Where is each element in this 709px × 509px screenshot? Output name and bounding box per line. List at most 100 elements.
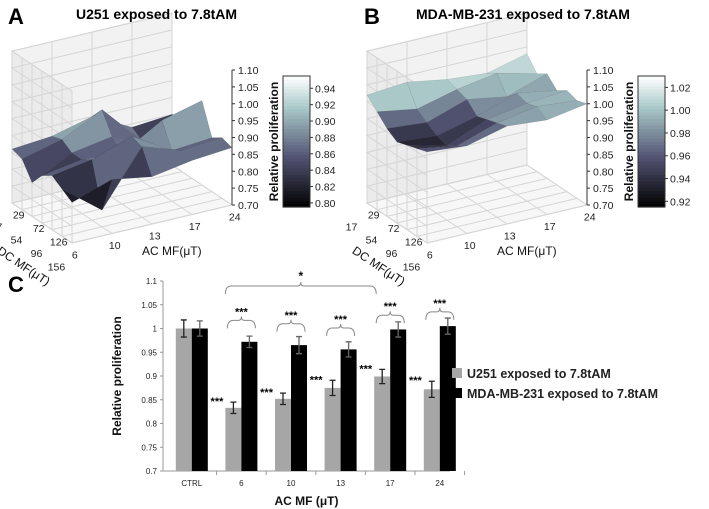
colorbar-segment xyxy=(638,190,665,195)
colorbar-segment xyxy=(638,115,665,120)
colorbar-tick-label: 0.82 xyxy=(315,182,336,194)
colorbar-segment xyxy=(283,190,310,195)
panel-letter-c: C xyxy=(8,272,24,297)
error-bar xyxy=(329,379,336,397)
error-bar xyxy=(230,401,237,415)
colorbar-tick-label: 0.94 xyxy=(670,174,691,186)
dc-tick-label: 17 xyxy=(0,221,2,233)
dc-tick-label: 17 xyxy=(346,221,358,233)
ac-axis-label: AC MF(μT) xyxy=(142,244,202,258)
colorbar-segment xyxy=(638,105,665,110)
colorbar-tick-label: 0.90 xyxy=(315,116,336,128)
colorbar-segment xyxy=(283,203,310,208)
colorbar-segment xyxy=(638,98,665,103)
x-tick-label: CTRL xyxy=(181,479,202,488)
colorbar-label: Relative proliferation xyxy=(622,82,636,201)
z-tick-label: 0.85 xyxy=(593,149,614,161)
dc-tick-label: 96 xyxy=(386,248,398,260)
bar xyxy=(241,341,258,471)
colorbar-segment xyxy=(638,164,665,169)
colorbar-segment xyxy=(283,112,310,116)
error-bar xyxy=(280,392,286,406)
colorbar-segment xyxy=(283,187,310,192)
significance-mark: *** xyxy=(211,396,225,408)
colorbar-segment xyxy=(638,134,665,139)
colorbar-segment xyxy=(638,79,665,84)
y-tick-label: 1 xyxy=(153,325,158,334)
bar xyxy=(390,329,407,471)
error-bar xyxy=(444,317,451,335)
colorbar-segment xyxy=(283,79,310,84)
colorbar-segment xyxy=(283,154,310,159)
x-tick-label: 24 xyxy=(435,479,444,488)
z-tick-label: 0.70 xyxy=(238,200,259,212)
colorbar-segment xyxy=(283,76,310,80)
colorbar-segment xyxy=(283,118,310,123)
colorbar-segment xyxy=(638,167,665,172)
dc-tick-label: 29 xyxy=(368,210,380,222)
dc-tick-label: 72 xyxy=(388,223,400,235)
z-tick-label: 0.95 xyxy=(238,116,259,128)
dc-tick-label: 96 xyxy=(31,248,43,260)
colorbar-segment xyxy=(638,92,665,97)
ac-tick-label: 24 xyxy=(229,212,241,224)
significance-mark: *** xyxy=(235,306,249,318)
colorbar-segment xyxy=(638,108,665,113)
colorbar-segment xyxy=(283,148,310,152)
colorbar-segment xyxy=(638,95,665,100)
colorbar-segment xyxy=(283,193,310,198)
colorbar-tick-label: 1.02 xyxy=(670,82,691,94)
z-tick-label: 0.75 xyxy=(593,183,614,195)
colorbar-segment xyxy=(283,144,310,149)
ac-tick-label: 6 xyxy=(427,250,433,262)
error-bar xyxy=(379,368,386,385)
y-axis-label: Relative proliferation xyxy=(110,316,124,435)
dc-tick-label: 72 xyxy=(33,223,45,235)
significance-mark: *** xyxy=(334,314,348,326)
z-tick-label: 1.05 xyxy=(238,82,259,94)
significance-bracket xyxy=(375,311,405,324)
grid-line xyxy=(10,12,173,92)
dc-tick-label: 54 xyxy=(366,235,378,247)
legend-swatch xyxy=(452,388,462,398)
grid-line xyxy=(10,29,173,109)
error-bar xyxy=(395,321,402,338)
colorbar-segment xyxy=(283,157,310,162)
colorbar-segment xyxy=(283,121,310,126)
z-tick-label: 0.70 xyxy=(593,200,614,212)
x-tick-label: 10 xyxy=(287,479,296,488)
colorbar-segment xyxy=(638,203,665,208)
colorbar-segment xyxy=(638,85,665,90)
colorbar-segment xyxy=(283,138,310,143)
z-tick-label: 0.90 xyxy=(238,133,259,145)
dc-tick-label: 156 xyxy=(403,261,421,273)
colorbar-segment xyxy=(283,115,310,120)
z-tick-label: 1.00 xyxy=(593,99,614,111)
colorbar-segment xyxy=(283,128,310,133)
z-tick-label: 1.10 xyxy=(593,65,614,77)
dc-axis-label: DC MF(μT) xyxy=(350,244,408,289)
y-tick-label: 0.7 xyxy=(146,467,158,476)
z-tick-label: 0.80 xyxy=(593,166,614,178)
significance-mark: *** xyxy=(285,310,299,322)
colorbar-segment xyxy=(283,200,310,205)
colorbar-segment xyxy=(283,174,310,179)
colorbar-segment xyxy=(638,144,665,149)
colorbar-segment xyxy=(638,125,665,129)
bar xyxy=(374,376,391,471)
panel-a-title: U251 exposed to 7.8tAM xyxy=(76,6,237,22)
colorbar-segment xyxy=(638,112,665,116)
colorbar-segment xyxy=(283,89,310,93)
ac-tick-label: 6 xyxy=(72,250,78,262)
colorbar-segment xyxy=(283,151,310,156)
colorbar-segment xyxy=(638,180,665,185)
significance-mark: *** xyxy=(260,387,274,399)
colorbar-segment xyxy=(638,157,665,162)
z-tick-label: 0.95 xyxy=(593,116,614,128)
colorbar-segment xyxy=(283,170,310,175)
y-tick-label: 0.8 xyxy=(146,420,158,429)
colorbar-tick-label: 0.96 xyxy=(670,151,691,163)
colorbar-segment xyxy=(283,164,310,169)
ac-tick-label: 13 xyxy=(149,231,161,243)
colorbar-segment xyxy=(638,128,665,133)
